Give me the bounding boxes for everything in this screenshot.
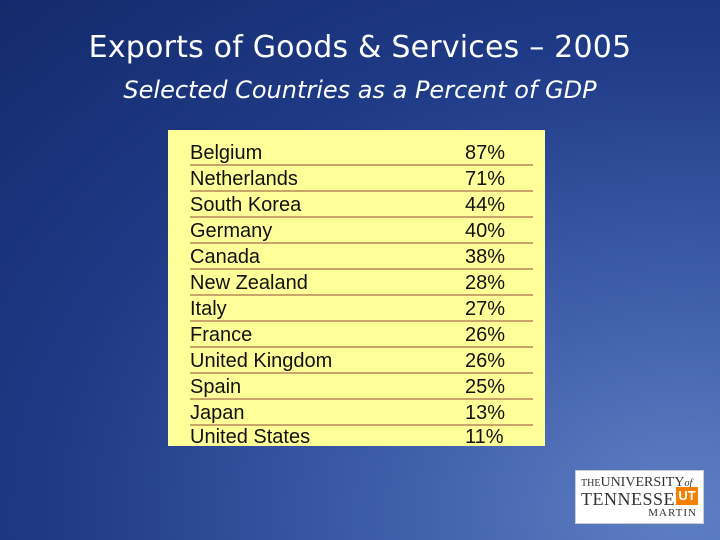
slide-subtitle: Selected Countries as a Percent of GDP (123, 76, 597, 104)
ut-badge-icon: UT (676, 487, 698, 505)
table-row: Spain 25% (190, 372, 533, 400)
country-name: United Kingdom (190, 350, 333, 372)
table-row: Canada 38% (190, 242, 533, 270)
gdp-percent: 38% (465, 246, 506, 268)
table-row: Germany 40% (190, 216, 533, 244)
table-row: South Korea 44% (190, 190, 533, 218)
table-row: Japan 13% (190, 398, 533, 426)
university-logo: THEUNIVERSITYof TENNESSEE UT MARTIN (575, 470, 704, 524)
table-row: United Kingdom 26% (190, 346, 533, 374)
logo-line1: THEUNIVERSITYof (581, 475, 693, 490)
gdp-percent: 71% (465, 168, 506, 190)
country-name: Germany (190, 220, 273, 242)
logo-line2: TENNESSEE (581, 489, 687, 509)
table-row: Netherlands 71% (190, 164, 533, 192)
gdp-percent: 87% (465, 142, 506, 164)
logo-line3: MARTIN (648, 507, 697, 519)
table-row: Belgium 87% (190, 138, 533, 166)
country-name: France (190, 324, 253, 346)
gdp-percent: 28% (465, 272, 506, 294)
country-name: Canada (190, 246, 261, 268)
gdp-percent: 40% (465, 220, 506, 242)
gdp-percent: 26% (465, 324, 506, 346)
table-row: New Zealand 28% (190, 268, 533, 296)
exports-table: Belgium 87% Netherlands 71% South Korea … (168, 130, 545, 448)
gdp-percent: 27% (465, 298, 506, 320)
slide-title: Exports of Goods & Services – 2005 (88, 30, 632, 65)
gdp-percent: 26% (465, 350, 506, 372)
gdp-percent: 25% (465, 376, 506, 398)
country-name: Spain (190, 376, 242, 398)
gdp-percent: 11% (465, 426, 504, 448)
country-name: Japan (190, 402, 245, 424)
gdp-percent: 13% (465, 402, 506, 424)
country-name: Italy (190, 298, 227, 320)
country-name: South Korea (190, 194, 302, 216)
table-row: France 26% (190, 320, 533, 348)
gdp-percent: 44% (465, 194, 506, 216)
table-row: United States 11% (190, 422, 533, 448)
country-name: Belgium (190, 142, 263, 164)
table-row: Italy 27% (190, 294, 533, 322)
country-name: United States (190, 426, 311, 448)
country-name: Netherlands (190, 168, 298, 190)
country-name: New Zealand (190, 272, 308, 294)
